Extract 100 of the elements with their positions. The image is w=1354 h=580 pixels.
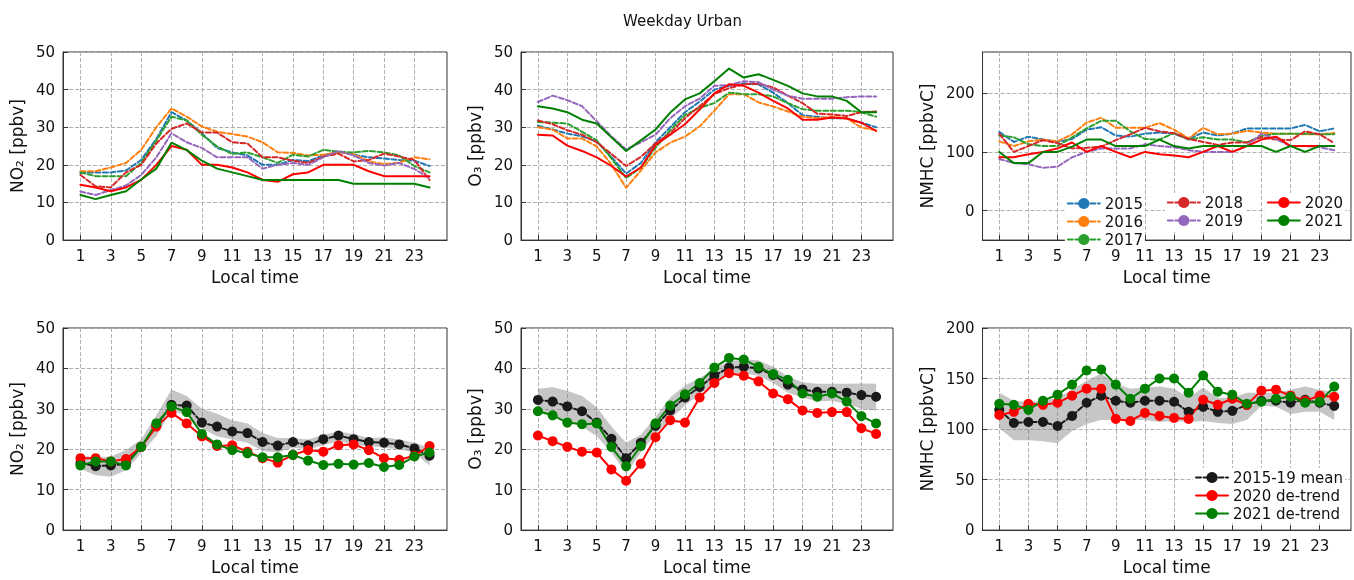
x-tick-label: 9	[1111, 536, 1121, 555]
x-tick-label: 1	[994, 246, 1005, 265]
y-axis-title: O₃ [ppbv]	[464, 105, 485, 187]
x-tick-label: 11	[1135, 536, 1155, 555]
x-tick-label: 11	[675, 246, 695, 265]
y-tick-label: 100	[945, 142, 975, 161]
legend-label: 2021	[1304, 211, 1344, 230]
x-tick-label: 17	[763, 536, 783, 555]
x-tick-label: 11	[1135, 246, 1155, 265]
x-axis-title: Local time	[1122, 556, 1211, 577]
x-tick-label: 13	[253, 246, 273, 265]
x-tick-label: 21	[374, 246, 394, 265]
x-tick-label: 19	[793, 536, 813, 555]
x-tick-label: 5	[1052, 536, 1063, 555]
x-tick-label: 7	[166, 536, 177, 555]
x-tick-label: 1	[533, 536, 543, 555]
x-tick-label: 15	[283, 536, 303, 555]
x-tick-label: 7	[1081, 246, 1092, 265]
x-tick-label: 5	[136, 246, 146, 265]
x-tick-label: 21	[822, 536, 842, 555]
y-tick-label: 50	[35, 319, 55, 337]
x-tick-label: 3	[562, 536, 573, 555]
x-axis-title: Local time	[211, 266, 299, 287]
x-tick-label: 3	[106, 536, 116, 555]
x-tick-label: 13	[704, 536, 724, 555]
legend-label: 2020	[1304, 193, 1344, 212]
legend-label: 2019	[1204, 211, 1244, 230]
x-tick-label: 15	[1193, 536, 1213, 555]
y-tick-label: 50	[35, 43, 55, 61]
x-tick-label: 1	[533, 246, 543, 265]
x-tick-label: 9	[197, 536, 207, 555]
x-tick-label: 23	[1310, 246, 1330, 265]
x-tick-label: 15	[734, 536, 754, 555]
x-tick-label: 3	[562, 246, 573, 265]
y-tick-label: 40	[493, 80, 513, 99]
x-tick-label: 17	[1222, 536, 1242, 555]
x-tick-label: 19	[344, 246, 364, 265]
x-tick-label: 3	[1023, 246, 1034, 265]
y-tick-label: 40	[35, 359, 55, 378]
x-tick-label: 7	[166, 246, 177, 265]
y-tick-label: 50	[493, 43, 513, 61]
y-tick-label: 0	[45, 231, 55, 250]
x-tick-label: 19	[793, 246, 813, 265]
x-tick-label: 1	[75, 246, 86, 265]
x-tick-label: 15	[283, 246, 303, 265]
y-tick-label: 20	[493, 155, 513, 174]
y-tick-label: 40	[35, 80, 55, 99]
x-tick-label: 13	[1164, 536, 1184, 555]
y-tick-label: 10	[35, 193, 55, 212]
y-tick-label: 30	[35, 399, 55, 418]
x-tick-label: 17	[1222, 246, 1242, 265]
y-tick-label: 200	[945, 319, 975, 337]
x-tick-label: 21	[822, 246, 842, 265]
legend-label: 2018	[1204, 193, 1244, 212]
x-tick-label: 15	[734, 246, 754, 265]
x-tick-label: 23	[404, 536, 424, 555]
y-tick-label: 30	[493, 118, 513, 137]
y-tick-label: 20	[35, 440, 55, 459]
legend-label: 2015-19 mean	[1233, 468, 1343, 487]
x-tick-label: 21	[374, 536, 394, 555]
y-tick-label: 10	[35, 480, 55, 499]
legend-label: 2020 de-trend	[1233, 486, 1341, 505]
x-tick-label: 11	[222, 246, 242, 265]
x-axis-title: Local time	[211, 556, 299, 577]
y-tick-label: 30	[35, 118, 55, 137]
x-axis-title: Local time	[663, 266, 751, 287]
x-tick-label: 7	[621, 246, 631, 265]
x-tick-label: 5	[136, 536, 146, 555]
y-tick-label: 150	[945, 369, 975, 388]
x-tick-label: 11	[222, 536, 242, 555]
x-tick-label: 5	[591, 246, 602, 265]
y-tick-label: 0	[45, 521, 55, 540]
x-tick-label: 11	[675, 536, 695, 555]
x-tick-label: 17	[763, 246, 783, 265]
x-tick-label: 9	[1111, 246, 1121, 265]
y-axis-title: NO₂ [ppbv]	[6, 99, 27, 194]
x-tick-label: 9	[650, 246, 661, 265]
x-tick-label: 5	[1052, 246, 1063, 265]
x-tick-label: 23	[1310, 536, 1330, 555]
x-tick-label: 21	[1281, 536, 1301, 555]
y-tick-label: 100	[945, 420, 975, 439]
x-tick-label: 19	[1251, 246, 1271, 265]
y-tick-label: 20	[493, 440, 513, 459]
chart-title: Weekday Urban	[623, 11, 742, 30]
y-tick-label: 50	[493, 319, 513, 337]
legend-label: 2015	[1104, 194, 1144, 213]
y-tick-label: 200	[945, 84, 975, 103]
x-axis-title: Local time	[1122, 266, 1211, 287]
x-tick-label: 3	[1023, 536, 1034, 555]
x-tick-label: 13	[253, 536, 273, 555]
x-tick-label: 17	[313, 536, 333, 555]
y-axis-title: NMHC [ppbvC]	[916, 366, 937, 492]
x-axis-title: Local time	[663, 556, 751, 577]
legend-label: 2021 de-trend	[1233, 504, 1341, 523]
x-tick-label: 17	[313, 246, 333, 265]
y-axis-title: O₃ [ppbv]	[464, 388, 485, 470]
y-tick-label: 20	[35, 155, 55, 174]
y-tick-label: 40	[493, 359, 513, 378]
x-tick-label: 19	[1251, 536, 1271, 555]
y-axis-title: NMHC [ppbvC]	[916, 83, 937, 209]
